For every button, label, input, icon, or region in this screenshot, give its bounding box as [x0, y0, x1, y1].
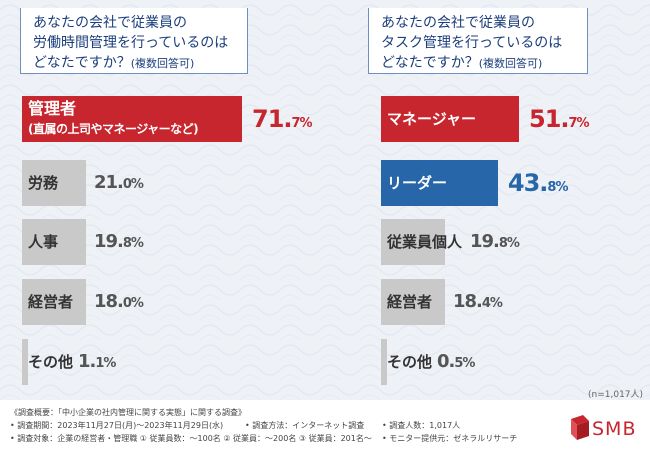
bar-label-left-4: その他 — [28, 353, 74, 371]
bar-right-4 — [381, 339, 387, 385]
bar-label-left-1: 労務 — [28, 174, 59, 192]
bar-value-right-4: 0.5% — [437, 348, 475, 378]
value-decimal: 5% — [454, 356, 475, 371]
value-decimal: 1% — [95, 356, 116, 371]
value-decimal: 7% — [568, 116, 590, 131]
value-decimal: 8% — [547, 180, 568, 195]
left-question-line-3-text: どなたですか？ — [33, 55, 131, 71]
bar-label-right-3: 経営者 — [387, 293, 433, 311]
footnote-target: • 調査対象：企業の経営者・管理職 ① 従業員数：〜100名 ② 従業員：〜20… — [10, 434, 372, 443]
value-decimal: 0% — [122, 177, 144, 192]
bar-value-left-2: 19.8% — [94, 228, 144, 258]
right-question-line-3: どなたですか？(複数回答可) — [381, 53, 587, 74]
bar-right-2 — [381, 219, 445, 265]
value-decimal: 8% — [122, 236, 144, 251]
value-integer: 18. — [453, 291, 483, 312]
value-integer: 43. — [507, 169, 549, 197]
right-question-box: あなたの会社で従業員の タスク管理を行っているのは どなたですか？(複数回答可) — [368, 8, 588, 74]
bar-label-left-2: 人事 — [28, 233, 59, 251]
bar-label-right-0: マネージャー — [387, 110, 476, 128]
footnote-title: 《調査概要：「中小企業の社内管理に関する実態」に関する調査》 — [10, 408, 246, 417]
right-question-line-3-text: どなたですか？ — [381, 55, 479, 71]
footnote-period: • 調査期間：2023年11月27日(月)〜2023年11月29日(水) — [10, 421, 224, 430]
bar-label-main: 管理者 — [28, 99, 77, 118]
bar-value-left-4: 1.1% — [78, 348, 116, 378]
value-integer: 1. — [78, 351, 96, 372]
bar-label-right-4: その他 — [387, 353, 433, 371]
value-decimal: 7% — [291, 116, 313, 131]
footnote-count: • 調査人数：1,017人 — [382, 421, 461, 430]
value-integer: 18. — [94, 291, 124, 312]
value-decimal: 4% — [481, 296, 503, 311]
bar-value-right-3: 18.4% — [453, 288, 503, 318]
value-integer: 21. — [94, 172, 124, 193]
right-question-line-1: あなたの会社で従業員の — [381, 15, 535, 31]
smb-logo-icon — [571, 415, 589, 440]
bar-value-right-0: 51.7% — [529, 105, 590, 138]
left-question-line-1: あなたの会社で従業員の — [33, 15, 187, 31]
value-integer: 19. — [470, 231, 500, 252]
sample-size-note: (n=1,017人) — [588, 390, 644, 400]
right-question-line-2: タスク管理を行っているのは — [381, 35, 563, 51]
right-question-note: (複数回答可) — [478, 57, 543, 70]
footer-area — [0, 400, 650, 450]
footnote-method: • 調査方法：インターネット調査 — [245, 421, 365, 430]
smb-logo-text: SMB — [592, 418, 637, 440]
bar-right-3 — [381, 279, 445, 325]
left-question-line-3: どなたですか？(複数回答可) — [33, 53, 247, 74]
value-integer: 71. — [252, 105, 293, 133]
bar-right-1 — [381, 160, 498, 206]
bar-value-left-3: 18.0% — [94, 288, 144, 318]
left-question-box: あなたの会社で従業員の 労働時間管理を行っているのは どなたですか？(複数回答可… — [20, 8, 248, 74]
bar-value-left-0: 71.7% — [252, 105, 313, 138]
bar-right-0 — [381, 96, 519, 142]
footnote-monitor: • モニター提供元：ゼネラルリサーチ — [382, 434, 518, 443]
value-integer: 51. — [529, 105, 570, 133]
bar-label-right-1: リーダー — [387, 174, 448, 192]
value-decimal: 8% — [498, 236, 520, 251]
bar-label-sub: (直属の上司やマネージャーなど) — [28, 122, 199, 136]
bar-label-right-2: 従業員個人 — [387, 233, 463, 251]
value-integer: 19. — [94, 231, 124, 252]
bar-left-2 — [22, 219, 86, 265]
value-decimal: 0% — [122, 296, 144, 311]
value-integer: 0. — [437, 351, 455, 372]
bar-label-left-3: 経営者 — [28, 293, 74, 311]
bar-value-left-1: 21.0% — [94, 169, 144, 199]
bar-value-right-1: 43.8% — [507, 169, 569, 202]
bar-left-0 — [22, 96, 242, 142]
bar-left-3 — [22, 279, 86, 325]
bar-left-4 — [22, 339, 28, 385]
bar-label-left-0: 管理者 (直属の上司やマネージャーなど) — [28, 99, 199, 139]
bar-value-right-2: 19.8% — [470, 228, 520, 258]
left-question-note: (複数回答可) — [130, 57, 195, 70]
bar-left-1 — [22, 160, 86, 206]
left-question-line-2: 労働時間管理を行っているのは — [33, 35, 229, 51]
